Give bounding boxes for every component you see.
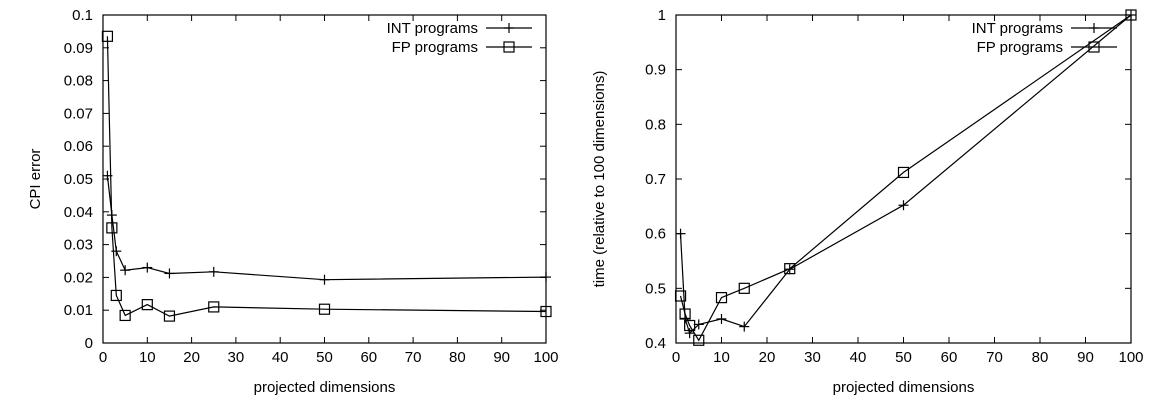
legend-label: INT programs	[387, 20, 478, 37]
chart-panel-1: 0 10 20 30 40 50 60 70 80 90 100 0 0.01 0.02 0.03 0.04 0…	[27, 7, 559, 396]
data-point	[119, 309, 131, 322]
data-point	[684, 319, 696, 332]
y-tick-label: 0.08	[64, 73, 93, 90]
data-point	[164, 268, 175, 279]
y-tick-label: 0.7	[645, 171, 666, 188]
legend-marker	[503, 41, 515, 53]
y-tick-label: 0.5	[645, 280, 666, 297]
legend: INT programs FP programs	[972, 20, 1117, 56]
x-tick-label: 40	[850, 349, 867, 366]
data-point	[716, 313, 727, 324]
x-tick-label: 10	[139, 349, 156, 366]
series-line	[106, 175, 547, 281]
y-tick-label: 0.03	[64, 237, 93, 254]
legend-label: FP programs	[392, 39, 478, 56]
x-tick-label: 30	[804, 349, 821, 366]
data-point	[674, 290, 687, 302]
data-point	[715, 292, 728, 304]
y-tick-label: 0.07	[64, 105, 93, 122]
data-point	[675, 228, 686, 239]
x-tick-label: 50	[316, 349, 333, 366]
x-tick-label: 70	[986, 349, 1003, 366]
data-point	[318, 303, 331, 315]
x-tick-label: 80	[1032, 349, 1049, 366]
data-point	[684, 328, 695, 339]
x-tick-label: 70	[405, 349, 422, 366]
y-tick-label: 0.4	[645, 335, 666, 352]
data-point	[319, 274, 330, 285]
x-tick-label: 0	[672, 349, 680, 366]
x-tick-label: 0	[99, 349, 107, 366]
data-point	[693, 319, 704, 330]
chart-panel-2: 0 10 20 30 40 50 60 70 80 90 100 0.4 0.5 0.6 0.7 0.8 0.9…	[591, 7, 1144, 396]
data-point	[106, 222, 118, 234]
x-tick-label: 10	[713, 349, 730, 366]
x-tick-label: 50	[895, 349, 912, 366]
series-1	[102, 170, 551, 285]
y-axis-label: CPI error	[27, 149, 44, 210]
y-tick-label: 0.02	[64, 269, 93, 286]
data-point	[163, 310, 176, 322]
x-tick-label: 80	[449, 349, 466, 366]
legend-label: FP programs	[977, 39, 1063, 56]
x-axis-label: projected dimensions	[833, 379, 975, 396]
y-tick-label: 0.8	[645, 116, 666, 133]
legend-marker	[1089, 23, 1099, 33]
y-tick-label: 0.06	[64, 138, 93, 155]
x-tick-label: 90	[493, 349, 510, 366]
series-line	[679, 14, 1132, 342]
data-point	[541, 272, 551, 283]
y-tick-label: 0.6	[645, 226, 666, 243]
data-point	[142, 262, 153, 273]
x-tick-label: 100	[533, 349, 558, 366]
data-point	[679, 308, 691, 320]
legend-label: INT programs	[972, 20, 1063, 37]
x-tick-label: 30	[228, 349, 245, 366]
data-point	[693, 334, 705, 346]
legend-marker	[1088, 41, 1100, 53]
data-point	[141, 299, 153, 311]
data-point	[101, 30, 114, 42]
data-point	[897, 166, 910, 179]
series-2	[101, 30, 552, 322]
legend: INT programs FP programs	[387, 20, 532, 56]
y-tick-label: 0.04	[64, 204, 93, 221]
data-point	[739, 321, 750, 332]
series-2	[674, 9, 1137, 346]
legend-marker	[504, 23, 514, 33]
data-point	[120, 265, 131, 276]
series-line	[679, 14, 1132, 335]
x-tick-label: 90	[1077, 349, 1094, 366]
x-tick-label: 20	[183, 349, 200, 366]
x-tick-label: 20	[759, 349, 776, 366]
y-tick-label: 0.9	[645, 62, 666, 79]
series-line	[106, 36, 547, 317]
y-tick-label: 0.05	[64, 171, 93, 188]
data-point	[110, 289, 122, 302]
data-point	[208, 266, 219, 277]
data-point	[1125, 9, 1137, 21]
data-point	[738, 282, 750, 294]
data-point	[784, 263, 796, 275]
y-tick-label: 0	[85, 335, 93, 352]
y-tick-label: 0.09	[64, 40, 93, 57]
series-1	[675, 10, 1136, 339]
data-point	[898, 200, 909, 211]
y-tick-label: 1	[658, 7, 666, 24]
x-tick-label: 60	[941, 349, 958, 366]
data-point	[540, 305, 552, 318]
y-tick-label: 0.1	[72, 7, 93, 24]
x-axis-label: projected dimensions	[254, 379, 396, 396]
y-axis-label: time (relative to 100 dimensions)	[591, 71, 608, 288]
x-tick-label: 40	[272, 349, 289, 366]
data-point	[208, 301, 220, 313]
y-tick-label: 0.01	[64, 302, 93, 319]
x-tick-label: 60	[360, 349, 377, 366]
plot-frame	[102, 14, 547, 344]
x-tick-label: 100	[1118, 349, 1143, 366]
